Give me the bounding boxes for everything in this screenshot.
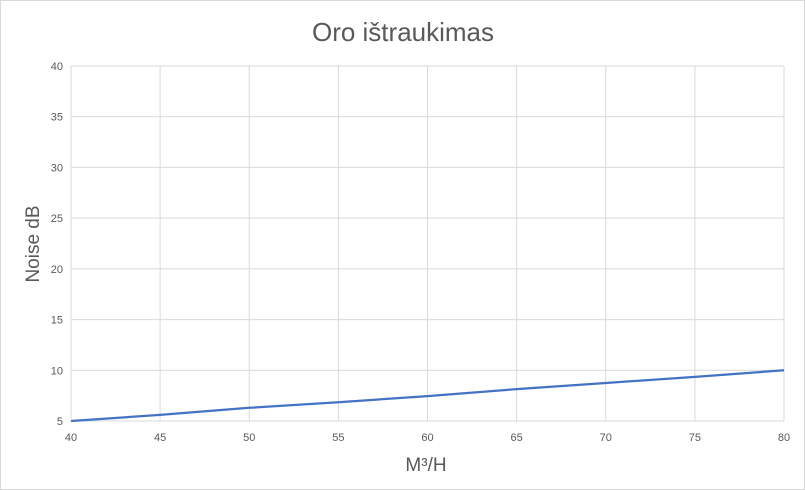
series-line <box>70 369 785 423</box>
x-tick-label: 50 <box>243 432 255 444</box>
y-tick-label: 10 <box>51 365 63 377</box>
y-axis-title: Noise dB <box>23 205 44 282</box>
y-tick-label: 20 <box>51 264 63 276</box>
y-tick-label: 35 <box>51 112 63 124</box>
series-layer <box>70 369 785 423</box>
x-tick-label: 80 <box>778 432 790 444</box>
x-axis-title: M³/H <box>405 455 446 476</box>
y-tick-label: 25 <box>51 213 63 225</box>
x-tick-label: 60 <box>421 432 433 444</box>
x-tick-label: 75 <box>689 432 701 444</box>
x-tick-label: 65 <box>511 432 523 444</box>
gridlines <box>70 65 785 422</box>
chart-title: Oro ištraukimas <box>312 17 494 47</box>
x-tick-label: 40 <box>65 432 77 444</box>
y-tick-label: 5 <box>57 416 63 428</box>
y-tick-label: 40 <box>51 61 63 73</box>
y-tick-label: 15 <box>51 315 63 327</box>
y-axis-ticks: 5 10 15 20 25 30 35 40 <box>51 61 63 428</box>
x-tick-label: 70 <box>600 432 612 444</box>
x-tick-label: 55 <box>332 432 344 444</box>
x-axis-ticks: 40 45 50 55 60 65 70 75 80 <box>65 432 790 444</box>
x-tick-label: 45 <box>154 432 166 444</box>
y-tick-label: 30 <box>51 162 63 174</box>
